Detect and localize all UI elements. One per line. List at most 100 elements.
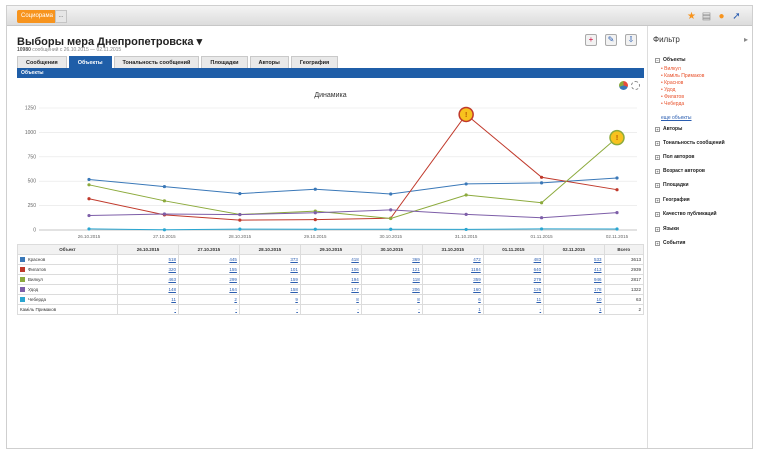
cell-link[interactable]: 413 [593,267,602,272]
filter-section-platforms[interactable]: + Площадки [655,182,689,188]
cell-link[interactable]: 1 [598,307,602,312]
more-button[interactable]: ... [55,10,67,23]
cell-link[interactable]: 8 [417,297,420,302]
expand-icon[interactable]: + [655,126,660,132]
filter-object-item[interactable]: Каміль Примаков [661,73,704,80]
cell-link[interactable]: 106 [351,267,359,272]
filter-section-authors[interactable]: + Авторы [655,126,682,132]
expand-icon[interactable]: + [655,240,660,246]
cell-link[interactable]: 373 [290,257,298,262]
cell-link[interactable]: 178 [593,287,602,292]
cell-link[interactable]: 9 [295,297,298,302]
table-header-cell[interactable]: 01.11.2015 [482,244,545,255]
cell-link[interactable]: 206 [412,287,420,292]
table-header-cell[interactable]: 30.10.2015 [360,244,423,255]
table-header-cell[interactable]: Объект [17,244,118,255]
filter-object-item[interactable]: Филатов [661,94,704,101]
cell-link[interactable]: 320 [168,267,176,272]
filter-section-geography[interactable]: + География [655,197,690,203]
cell-link[interactable]: 194 [351,277,359,282]
bell-icon[interactable]: ● [718,11,725,22]
cell-link[interactable]: - [539,307,542,312]
filter-section-events[interactable]: + События [655,240,685,246]
cell-link[interactable]: 279 [533,277,542,282]
pie-chart-icon[interactable] [619,81,628,90]
cell-link[interactable]: 472 [473,257,481,262]
cell-link[interactable]: - [235,307,237,312]
cell-link[interactable]: 155 [229,267,237,272]
tab-messages[interactable]: Сообщения [17,56,67,68]
cell-link[interactable]: 11 [171,297,176,302]
table-header-cell[interactable]: 02.11.2015 [543,244,605,255]
cell-link[interactable]: 6 [478,297,481,302]
logout-icon[interactable]: ➚ [732,11,741,22]
filter-section-gender[interactable]: + Пол авторов [655,154,695,160]
filter-section-age[interactable]: + Возраст авторов [655,168,705,174]
cell-link[interactable]: 463 [168,277,176,282]
table-header-cell[interactable]: 27.10.2015 [177,244,240,255]
filter-objects-header[interactable]: − Объекты [655,57,686,63]
cell-link[interactable]: 946 [593,277,602,282]
filter-object-item[interactable]: Удод [661,87,704,94]
tab-objects[interactable]: Объекты [68,56,112,68]
cell-link[interactable]: 1184 [471,267,481,272]
cell-link[interactable]: 8 [356,297,359,302]
star-icon[interactable]: ★ [687,11,696,22]
cell-link[interactable]: 101 [290,267,298,272]
brand-logo[interactable]: Социорама [17,10,57,23]
cell-link[interactable]: 11 [536,297,542,302]
page-title[interactable]: Выборы мера Днепропетровска ▾ [17,36,203,48]
collapse-icon[interactable]: − [655,57,660,63]
expand-icon[interactable]: + [655,197,660,203]
cell-link[interactable]: 118 [412,277,420,282]
cell-link[interactable]: - [418,307,420,312]
cell-link[interactable]: 160 [473,287,481,292]
filter-section-sentiment[interactable]: + Тональность сообщений [655,140,725,146]
cell-link[interactable]: - [174,307,176,312]
cell-link[interactable]: 148 [168,287,176,292]
expand-icon[interactable]: + [655,226,660,232]
table-header-cell[interactable]: 29.10.2015 [299,244,362,255]
cell-link[interactable]: 369 [412,257,420,262]
document-icon[interactable]: ▤ [701,11,712,22]
cell-link[interactable]: 126 [533,287,542,292]
filter-object-item[interactable]: Чебердa [661,101,704,108]
expand-icon[interactable]: + [655,168,660,174]
cell-link[interactable]: 177 [351,287,359,292]
cell-link[interactable]: 1 [478,307,481,312]
cell-link[interactable]: 533 [593,257,602,262]
cell-link[interactable]: 158 [290,287,298,292]
add-icon[interactable]: + [585,34,597,46]
table-header-cell[interactable]: 31.10.2015 [421,244,484,255]
export-icon[interactable]: ⇩ [625,34,637,46]
settings-icon[interactable] [631,81,640,90]
filter-object-item[interactable]: Вилкул [661,66,704,73]
tab-geography[interactable]: География [290,56,339,68]
tab-platforms[interactable]: Площадки [201,56,248,68]
table-header-cell[interactable]: Всего [603,244,644,255]
cell-link[interactable]: 483 [533,257,542,262]
cell-link[interactable]: 159 [290,277,298,282]
cell-link[interactable]: 418 [351,257,359,262]
filter-section-languages[interactable]: + Языки [655,226,679,232]
table-header-cell[interactable]: 28.10.2015 [238,244,301,255]
tab-sentiment[interactable]: Тональность сообщений [113,56,200,68]
cell-link[interactable]: 2 [234,297,237,302]
tab-authors[interactable]: Авторы [249,56,289,68]
expand-icon[interactable]: + [655,182,660,188]
chevron-right-icon[interactable]: ▸ [743,35,748,44]
expand-icon[interactable]: + [655,140,660,146]
cell-link[interactable]: 445 [229,257,237,262]
expand-icon[interactable]: + [655,211,660,217]
filter-section-quality[interactable]: + Качество публикаций [655,211,717,217]
cell-link[interactable]: 640 [533,267,542,272]
filter-object-item[interactable]: Краснов [661,80,704,87]
edit-icon[interactable]: ✎ [605,34,617,46]
cell-link[interactable]: 518 [168,257,176,262]
cell-link[interactable]: 121 [412,267,420,272]
table-header-cell[interactable]: 26.10.2015 [117,244,179,255]
cell-link[interactable]: 359 [473,277,481,282]
cell-link[interactable]: 164 [229,287,237,292]
cell-link[interactable]: - [296,307,298,312]
cell-link[interactable]: 10 [596,297,602,302]
